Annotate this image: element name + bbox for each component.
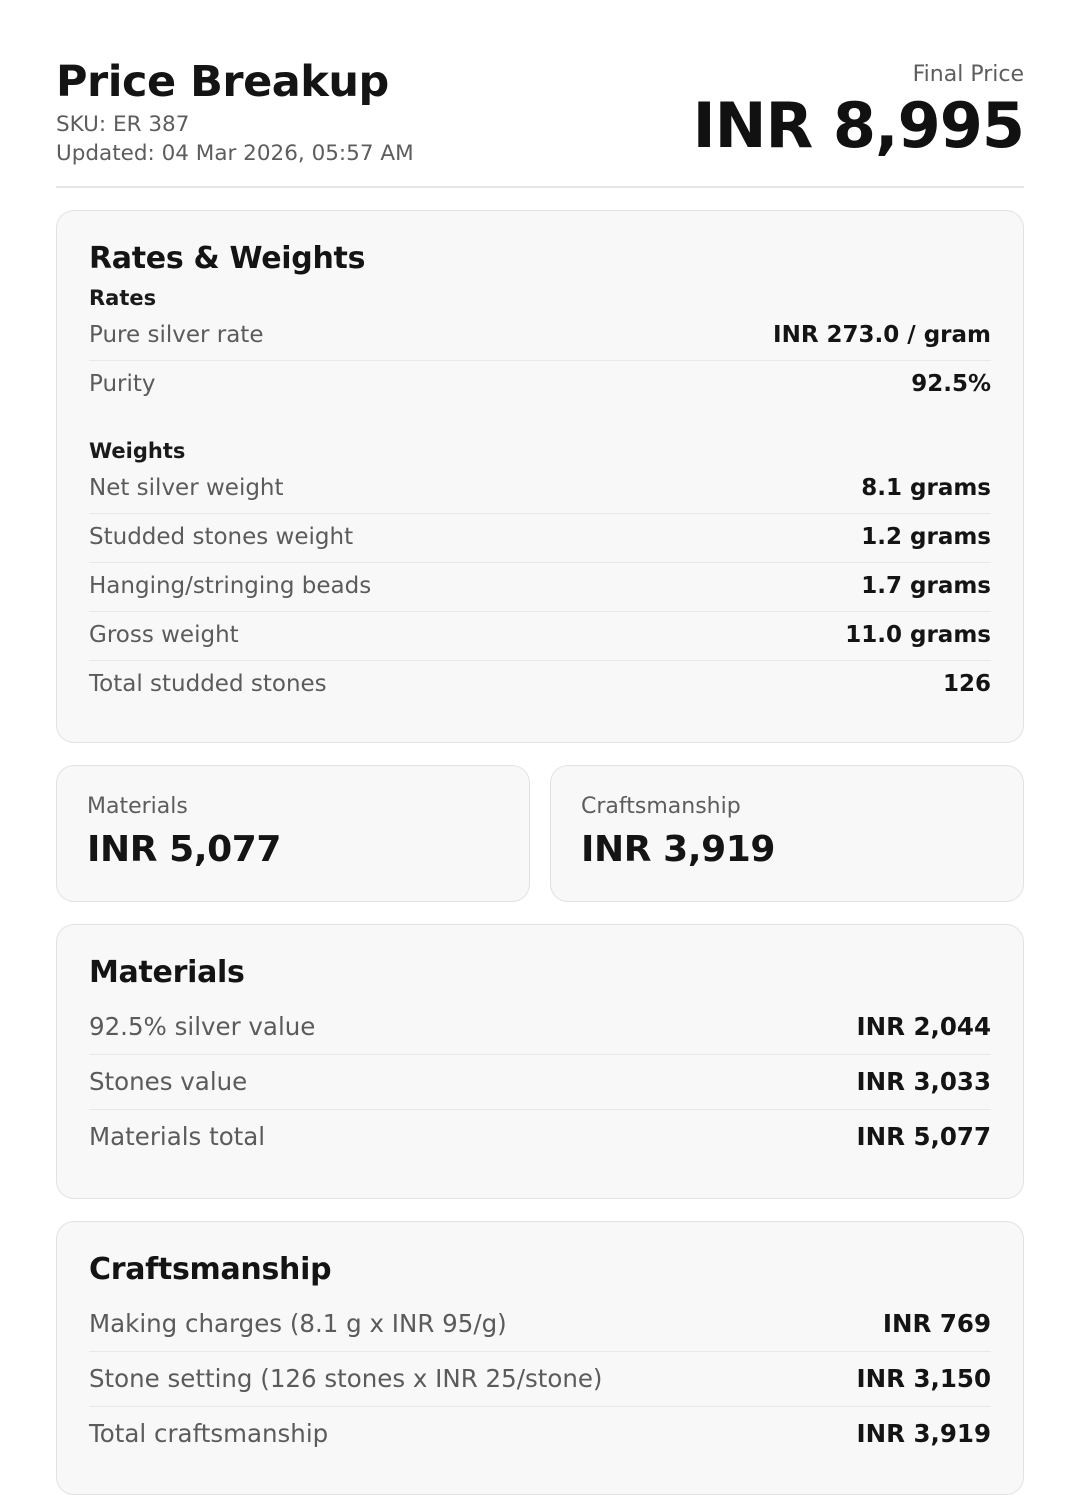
row-label: Studded stones weight [89,523,354,550]
row-label: 92.5% silver value [89,1012,316,1042]
row-value: INR 3,919 [856,1418,991,1448]
craftsmanship-card: Craftsmanship Making charges (8.1 g x IN… [56,1220,1024,1495]
row-value: 1.2 grams [861,523,991,550]
row-value: INR 769 [882,1308,991,1338]
table-row: Gross weight 11.0 grams [89,612,991,661]
craftsmanship-title: Craftsmanship [89,1251,332,1287]
summary-card-craftsmanship: Craftsmanship INR 3,919 [550,765,1024,903]
table-row: Stones value INR 3,033 [89,1055,991,1111]
row-label: Purity [89,371,156,398]
table-row: Materials total INR 5,077 [89,1110,991,1164]
summary-label: Craftsmanship [581,794,741,820]
summary-card-materials: Materials INR 5,077 [56,765,530,903]
price-breakup-page: Price Breakup SKU: ER 387 Updated: 04 Ma… [56,56,1025,1495]
row-label: Total studded stones [89,670,327,697]
row-label: Stones value [89,1067,248,1097]
row-label: Net silver weight [89,474,284,501]
page-title: Price Breakup [56,57,389,107]
row-value: INR 3,150 [856,1363,991,1393]
table-row: 92.5% silver value INR 2,044 [89,1000,991,1056]
updated-timestamp: Updated: 04 Mar 2026, 05:57 AM [56,141,414,167]
summary-cards: Materials INR 5,077 Craftsmanship INR 3,… [56,765,1024,903]
row-value: INR 3,033 [856,1067,991,1097]
row-label: Gross weight [89,621,239,648]
row-value: INR 2,044 [856,1012,991,1042]
sku-label: SKU: ER 387 [56,112,190,138]
table-row: Hanging/stringing beads 1.7 grams [89,563,991,612]
row-value: 8.1 grams [861,474,991,501]
row-value: 126 [942,670,991,697]
summary-label: Materials [87,794,188,820]
materials-card: Materials 92.5% silver value INR 2,044 S… [56,924,1024,1199]
final-price-label: Final Price [912,62,1024,87]
row-value: 1.7 grams [861,572,991,599]
row-value: INR 273.0 / gram [773,322,991,349]
table-row: Pure silver rate INR 273.0 / gram [89,312,991,362]
table-row: Stone setting (126 stones x INR 25/stone… [89,1352,991,1407]
weights-subheading: Weights [89,438,186,463]
row-label: Making charges (8.1 g x INR 95/g) [89,1308,507,1338]
table-row: Making charges (8.1 g x INR 95/g) INR 76… [89,1297,991,1352]
table-row: Net silver weight 8.1 grams [89,465,991,514]
row-label: Pure silver rate [89,322,264,349]
final-price-group: Final Price INR 8,995 [692,56,1025,162]
row-label: Materials total [89,1122,266,1152]
page-header: Price Breakup SKU: ER 387 Updated: 04 Ma… [56,56,1025,189]
rates-weights-card: Rates & Weights Rates Pure silver rate I… [56,210,1024,744]
row-label: Hanging/stringing beads [89,572,372,599]
header-left-group: Price Breakup SKU: ER 387 Updated: 04 Ma… [56,56,414,168]
summary-value: INR 3,919 [581,828,776,870]
row-value: INR 5,077 [856,1122,991,1152]
rates-subheading: Rates [89,286,157,311]
table-row: Total studded stones 126 [89,661,991,709]
table-row: Studded stones weight 1.2 grams [89,514,991,563]
table-row: Total craftsmanship INR 3,919 [89,1407,991,1461]
row-label: Total craftsmanship [89,1418,329,1448]
row-value: 11.0 grams [845,621,991,648]
materials-title: Materials [89,955,245,991]
row-label: Stone setting (126 stones x INR 25/stone… [89,1363,603,1393]
row-value: 92.5% [911,371,991,398]
final-price-value: INR 8,995 [692,89,1025,162]
summary-value: INR 5,077 [87,828,282,870]
table-row: Purity 92.5% [89,361,991,409]
rates-weights-title: Rates & Weights [89,241,366,277]
